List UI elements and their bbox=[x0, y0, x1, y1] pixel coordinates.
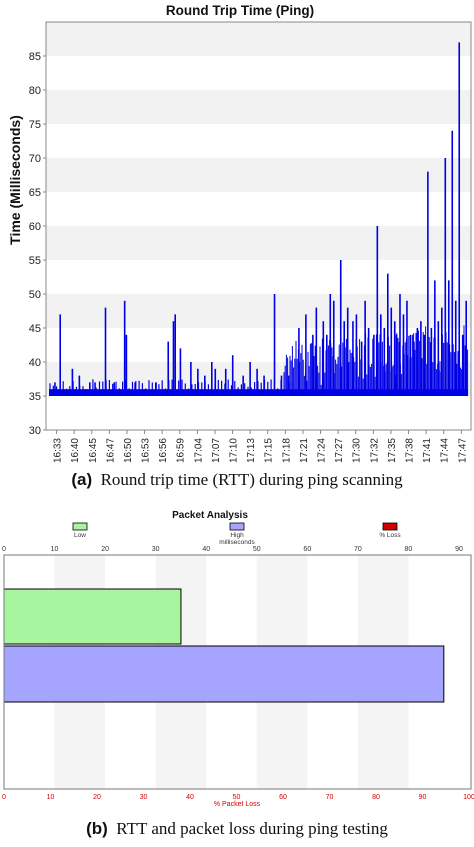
bottom-axis-tick-label: 10 bbox=[47, 794, 55, 801]
y-tick-label: 35 bbox=[29, 391, 41, 403]
y-tick-label: 75 bbox=[29, 119, 41, 131]
bottom-axis-tick-label: 70 bbox=[326, 794, 334, 801]
y-tick-label: 65 bbox=[29, 187, 41, 199]
x-tick-label: 16:53 bbox=[141, 438, 152, 463]
top-axis-tick-label: 80 bbox=[405, 546, 413, 553]
y-tick-label: 50 bbox=[29, 289, 41, 301]
x-tick-label: 17:30 bbox=[352, 438, 363, 463]
legend-swatch bbox=[72, 522, 88, 531]
x-tick-label: 16:33 bbox=[53, 438, 64, 463]
y-tick-label: 60 bbox=[29, 221, 41, 233]
legend-label: milliseconds bbox=[219, 539, 255, 546]
y-tick-label: 70 bbox=[29, 153, 41, 165]
x-tick-label: 17:32 bbox=[369, 438, 380, 463]
packet-analysis-top-axis: 0 10 20 30 40 50 60 70 80 90 bbox=[2, 546, 463, 553]
y-tick-label: 40 bbox=[29, 357, 41, 369]
top-axis-tick-label: 50 bbox=[253, 546, 261, 553]
x-tick-label: 17:24 bbox=[317, 438, 328, 463]
caption-a-label: (a) bbox=[71, 470, 92, 489]
packet-analysis-plot-border bbox=[3, 554, 472, 790]
legend-swatch bbox=[229, 522, 245, 531]
top-axis-tick-label: 60 bbox=[303, 546, 311, 553]
packet-analysis-bars bbox=[3, 588, 445, 703]
top-axis-tick-label: 90 bbox=[455, 546, 463, 553]
grid-band bbox=[46, 22, 471, 56]
caption-a: (a) Round trip time (RTT) during ping sc… bbox=[71, 470, 403, 489]
y-tick-label: 45 bbox=[29, 323, 41, 335]
x-tick-label: 17:07 bbox=[211, 438, 222, 463]
bar-low bbox=[3, 588, 182, 645]
x-tick-label: 16:50 bbox=[123, 438, 134, 463]
x-tick-label: 17:10 bbox=[229, 438, 240, 463]
rtt-chart-x-ticks: 16:33 16:40 16:45 16:47 16:50 16:53 16:56 16:59… bbox=[53, 430, 468, 463]
legend-label: % Loss bbox=[379, 532, 401, 539]
packet-analysis-title: Packet Analysis bbox=[172, 510, 248, 521]
x-tick-label: 16:59 bbox=[176, 438, 187, 463]
y-tick-label: 55 bbox=[29, 255, 41, 267]
x-tick-label: 17:18 bbox=[281, 438, 292, 463]
legend-label: Low bbox=[74, 532, 86, 539]
top-axis-tick-label: 10 bbox=[51, 546, 59, 553]
grid-band bbox=[46, 158, 471, 192]
bar-high-milliseconds bbox=[3, 645, 445, 703]
legend-swatch bbox=[382, 522, 398, 531]
bottom-axis-tick-label: 20 bbox=[93, 794, 101, 801]
packet-analysis-bottom-axis: 0 10 20 30 40 50 60 70 80 90 100 bbox=[2, 794, 474, 801]
x-tick-label: 17:44 bbox=[440, 438, 451, 463]
x-tick-label: 16:47 bbox=[105, 438, 116, 463]
rtt-chart-series bbox=[49, 42, 469, 396]
legend-label: High bbox=[230, 532, 244, 539]
caption-b-label: (b) bbox=[86, 819, 108, 838]
rtt-chart: Round Trip Time (Ping) Time (Millisecond… bbox=[7, 3, 472, 463]
x-tick-label: 16:56 bbox=[158, 438, 169, 463]
x-tick-label: 17:38 bbox=[405, 438, 416, 463]
x-tick-label: 17:15 bbox=[264, 438, 275, 463]
rtt-chart-title: Round Trip Time (Ping) bbox=[166, 3, 314, 18]
packet-analysis-bottom-axis-label: % Packet Loss bbox=[214, 801, 261, 808]
top-axis-tick-label: 0 bbox=[2, 546, 6, 553]
bottom-axis-tick-label: 60 bbox=[279, 794, 287, 801]
x-tick-label: 17:04 bbox=[193, 438, 204, 463]
bottom-axis-tick-label: 30 bbox=[140, 794, 148, 801]
y-tick-label: 80 bbox=[29, 85, 41, 97]
top-axis-tick-label: 30 bbox=[152, 546, 160, 553]
x-tick-label: 17:35 bbox=[387, 438, 398, 463]
top-axis-tick-label: 20 bbox=[101, 546, 109, 553]
svg-text:(b) RTT and packet loss: (b) RTT and packet loss during ping test… bbox=[86, 819, 388, 838]
x-tick-label: 16:40 bbox=[70, 438, 81, 463]
top-axis-tick-label: 40 bbox=[202, 546, 210, 553]
x-tick-label: 17:21 bbox=[299, 438, 310, 463]
bottom-axis-tick-label: 90 bbox=[419, 794, 427, 801]
rtt-chart-y-ticks: 30 35 40 45 50 55 60 65 70 75 80 85 bbox=[29, 51, 46, 437]
caption-a-text: Round trip time (RTT) during ping scanni… bbox=[101, 470, 404, 489]
bottom-axis-tick-label: 50 bbox=[233, 794, 241, 801]
grid-band bbox=[46, 226, 471, 260]
rtt-chart-plot-border bbox=[45, 21, 472, 431]
rtt-chart-y-axis-label: Time (Milliseconds) bbox=[7, 115, 23, 245]
x-tick-label: 17:47 bbox=[457, 438, 468, 463]
svg-text:(a) Round trip time (RTT: (a) Round trip time (RTT) during ping sc… bbox=[71, 470, 403, 489]
caption-b-text: RTT and packet loss during ping testing bbox=[116, 819, 388, 838]
bottom-axis-tick-label: 0 bbox=[2, 794, 6, 801]
x-tick-label: 17:27 bbox=[334, 438, 345, 463]
bottom-axis-tick-label: 100 bbox=[463, 794, 474, 801]
top-axis-tick-label: 70 bbox=[354, 546, 362, 553]
bottom-axis-tick-label: 40 bbox=[186, 794, 194, 801]
caption-b: (b) RTT and packet loss during ping test… bbox=[86, 819, 388, 838]
y-tick-label: 30 bbox=[29, 425, 41, 437]
grid-band bbox=[46, 90, 471, 124]
x-tick-label: 16:45 bbox=[88, 438, 99, 463]
y-tick-label: 85 bbox=[29, 51, 41, 63]
x-tick-label: 17:41 bbox=[422, 438, 433, 463]
bottom-axis-tick-label: 80 bbox=[372, 794, 380, 801]
x-tick-label: 17:13 bbox=[246, 438, 257, 463]
